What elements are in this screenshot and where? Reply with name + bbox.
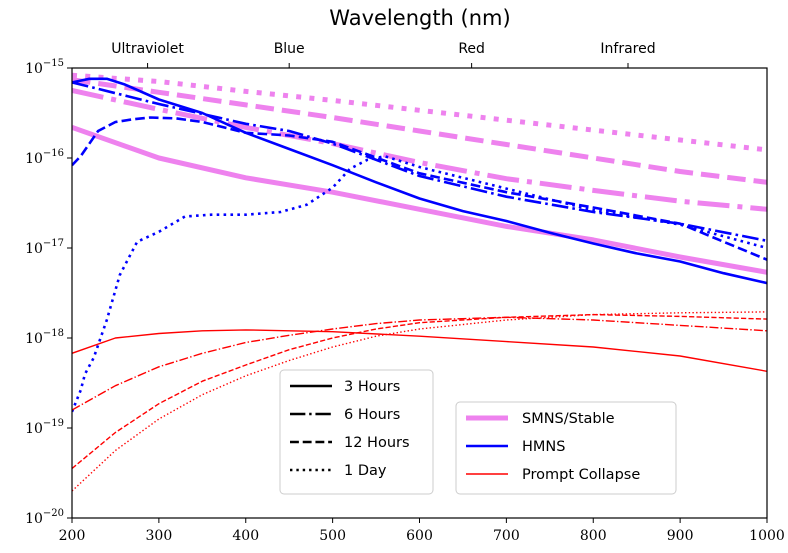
series-line — [72, 88, 767, 212]
x-tick-label: 900 — [667, 528, 694, 544]
series-line — [72, 77, 767, 185]
top-axis-label: Blue — [274, 41, 305, 57]
y-tick-label: 10−20 — [25, 508, 64, 527]
legend-time-label: 1 Day — [344, 463, 387, 479]
x-tick-label: 700 — [493, 528, 520, 544]
y-tick-label: 10−17 — [25, 238, 64, 257]
y-tick-label: 10−15 — [25, 58, 64, 77]
series-line — [72, 72, 767, 153]
chart-title: Wavelength (nm) — [329, 6, 510, 30]
series-line — [72, 81, 767, 243]
y-tick-label: 10−16 — [25, 148, 64, 167]
legend-time-box — [279, 369, 434, 495]
legend-time: 3 Hours 6 Hours 12 Hours 1 Day — [279, 369, 434, 495]
x-tick-label: 300 — [146, 528, 173, 544]
legend-model: SMNS/Stable HMNS Prompt Collapse — [455, 401, 677, 495]
y-tick-label: 10−19 — [25, 418, 64, 437]
legend-time-label: 3 Hours — [344, 379, 400, 395]
top-axis-label: Ultraviolet — [111, 41, 184, 57]
legend-time-label: 6 Hours — [344, 407, 400, 423]
series-line — [72, 311, 767, 492]
x-tick-label: 1000 — [749, 528, 785, 544]
series-line — [72, 125, 767, 275]
axes: 200 300 400 500 600 700 800 900 1000 10−15 10−16 10… — [25, 41, 785, 544]
legend-time-label: 12 Hours — [344, 435, 410, 451]
series-line — [72, 316, 767, 411]
series-line — [72, 329, 767, 372]
x-tick-label: 500 — [319, 528, 346, 544]
x-tick-label: 200 — [59, 528, 86, 544]
legend-model-label: SMNS/Stable — [522, 411, 615, 427]
series-line — [72, 116, 767, 261]
x-tick-label: 600 — [406, 528, 433, 544]
legend-model-label: HMNS — [522, 439, 565, 455]
x-tick-label: 400 — [232, 528, 259, 544]
y-tick-label: 10−18 — [25, 328, 64, 347]
top-axis-label: Red — [458, 41, 485, 57]
top-axis-label: Infrared — [600, 41, 655, 57]
x-tick-label: 800 — [580, 528, 607, 544]
series-line — [72, 77, 767, 285]
legend-model-box — [455, 401, 677, 495]
legend-model-label: Prompt Collapse — [522, 467, 640, 483]
series-lines — [72, 72, 767, 492]
